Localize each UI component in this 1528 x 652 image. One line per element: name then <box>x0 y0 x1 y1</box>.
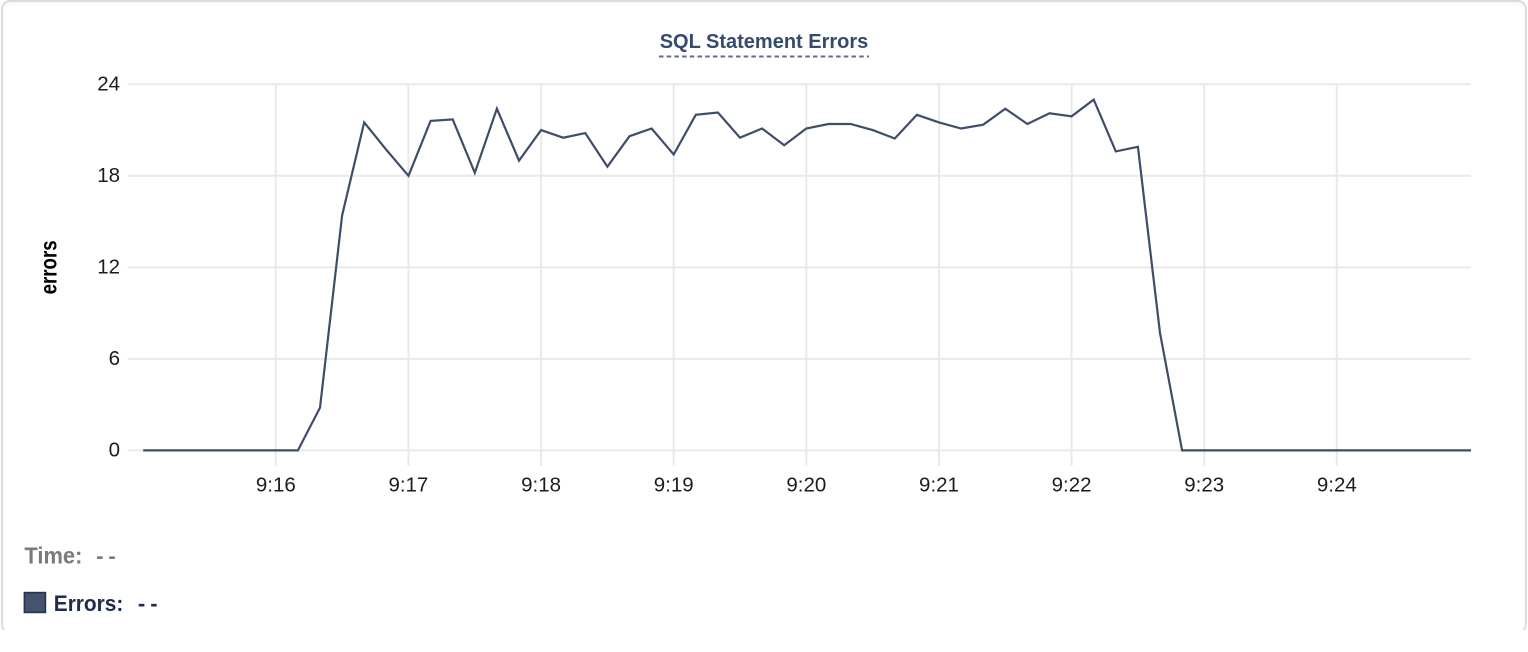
svg-text:9:20: 9:20 <box>786 473 826 496</box>
svg-text:9:21: 9:21 <box>919 473 959 496</box>
svg-text:9:16: 9:16 <box>256 473 296 496</box>
svg-text:12: 12 <box>97 256 120 279</box>
svg-text:9:23: 9:23 <box>1184 473 1224 496</box>
svg-text:18: 18 <box>97 164 120 187</box>
svg-text:--: -- <box>96 544 121 569</box>
svg-text:0: 0 <box>109 439 120 462</box>
svg-text:9:17: 9:17 <box>388 473 428 496</box>
svg-text:Time:: Time: <box>24 543 82 569</box>
svg-text:6: 6 <box>109 347 120 370</box>
svg-text:--: -- <box>138 591 163 616</box>
svg-text:errors: errors <box>36 240 62 294</box>
svg-text:SQL Statement Errors: SQL Statement Errors <box>660 31 869 53</box>
svg-text:9:24: 9:24 <box>1317 473 1357 496</box>
svg-text:9:18: 9:18 <box>521 473 561 496</box>
svg-text:9:19: 9:19 <box>654 473 694 496</box>
svg-text:24: 24 <box>97 72 120 95</box>
svg-text:Errors:: Errors: <box>54 591 124 616</box>
svg-text:9:22: 9:22 <box>1052 473 1092 496</box>
